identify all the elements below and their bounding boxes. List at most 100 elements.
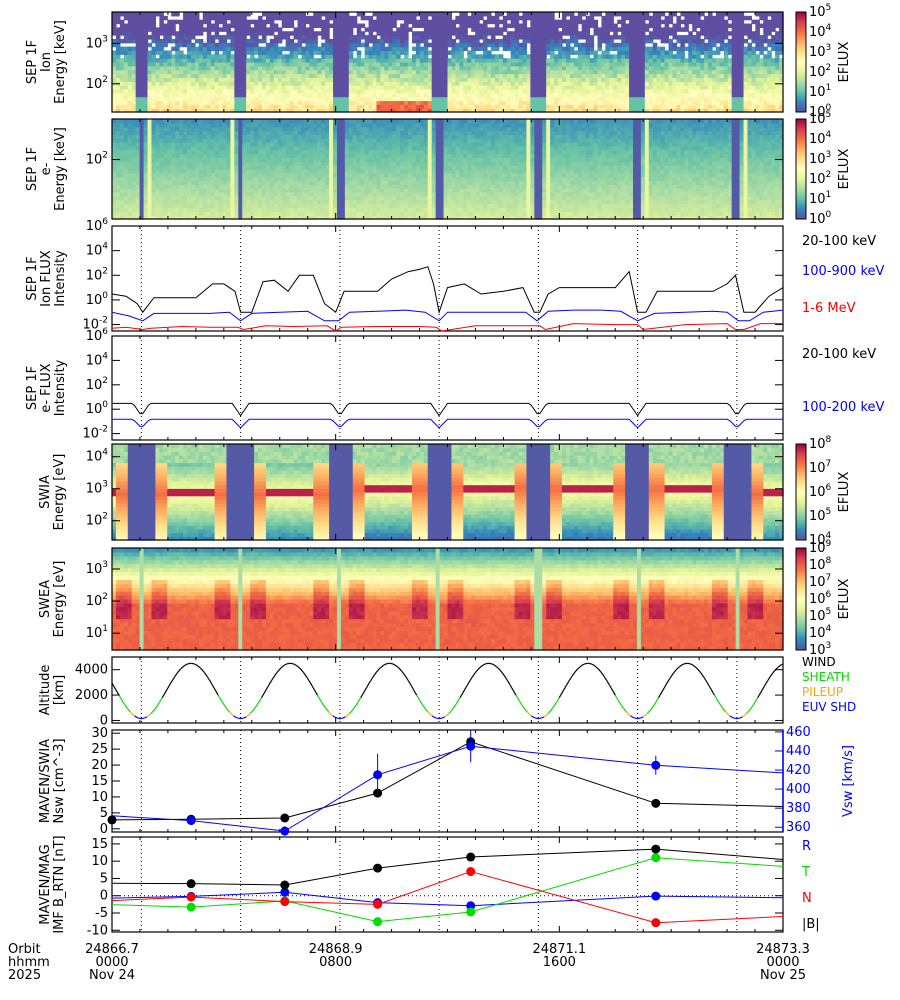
heatmap-cell — [510, 81, 516, 86]
heatmap-cell — [218, 27, 224, 32]
heatmap-cell — [190, 73, 196, 78]
heatmap-cell — [175, 85, 180, 90]
heatmap-cell — [115, 50, 121, 55]
heatmap-cell — [443, 65, 449, 71]
heatmap-cell — [486, 104, 492, 109]
heatmap-cell — [423, 96, 429, 102]
heatmap-cell — [368, 92, 374, 98]
heatmap-cell — [175, 54, 180, 59]
heatmap-cell — [147, 100, 153, 105]
heatmap-cell — [127, 211, 133, 216]
heatmap-cell — [333, 19, 338, 25]
heatmap-cell — [250, 35, 255, 40]
heatmap-cell — [186, 149, 192, 155]
heatmap-cell — [123, 38, 129, 44]
heatmap-cell — [167, 157, 172, 162]
heatmap-cell — [656, 50, 662, 55]
heatmap-cell — [601, 31, 606, 36]
heatmap-cell — [293, 81, 299, 86]
heatmap-cell — [633, 85, 638, 90]
heatmap-cell — [250, 62, 255, 67]
heatmap-cell — [143, 31, 149, 36]
heatmap-cell — [356, 38, 362, 44]
heatmap-cell — [218, 138, 224, 143]
heatmap-cell — [348, 54, 354, 59]
heatmap-cell — [404, 96, 409, 102]
heatmap-cell — [123, 54, 129, 59]
heatmap-cell — [186, 161, 192, 166]
heatmap-cell — [147, 211, 153, 216]
heatmap-cell — [569, 100, 575, 105]
heatmap-cell — [384, 81, 389, 86]
heatmap-cell — [135, 184, 141, 189]
heatmap-cell — [321, 81, 326, 86]
heatmap-cell — [329, 92, 334, 98]
heatmap-cell — [333, 35, 338, 40]
heatmap-cell — [775, 77, 780, 82]
heatmap-cell — [388, 42, 393, 48]
heatmap-cell — [179, 172, 184, 178]
heatmap-cell — [704, 92, 709, 98]
heatmap-cell — [396, 62, 401, 67]
heatmap-cell — [210, 58, 216, 63]
heatmap-cell — [348, 27, 354, 32]
heatmap-cell — [230, 88, 235, 94]
heatmap-cell — [368, 85, 374, 90]
heatmap-cell — [183, 165, 188, 170]
heatmap-cell — [577, 73, 583, 78]
heatmap-cell — [131, 54, 137, 59]
heatmap-cell — [254, 81, 259, 86]
heatmap-cell — [680, 73, 685, 78]
heatmap-cell — [285, 46, 291, 52]
heatmap-cell — [376, 100, 381, 105]
heatmap-cell — [143, 100, 149, 105]
heatmap-cell — [297, 46, 303, 52]
heatmap-cell — [230, 19, 235, 25]
heatmap-cell — [613, 100, 618, 105]
heatmap-cell — [115, 42, 121, 48]
heatmap-cell — [510, 104, 516, 109]
heatmap-cell — [112, 15, 117, 21]
heatmap-cell — [269, 85, 275, 90]
heatmap-cell — [380, 54, 385, 59]
heatmap-cell — [629, 81, 634, 86]
heatmap-cell — [700, 42, 705, 48]
heatmap-cell — [577, 81, 583, 86]
heatmap-cell — [202, 69, 208, 75]
heatmap-cell — [573, 92, 579, 98]
heatmap-cell — [175, 157, 180, 162]
heatmap-cell — [163, 119, 168, 124]
heatmap-cell — [171, 184, 176, 189]
heatmap-cell — [186, 77, 192, 82]
heatmap-cell — [411, 73, 417, 78]
heatmap-cell — [423, 31, 429, 36]
heatmap-cell — [415, 12, 421, 17]
heatmap-cell — [771, 85, 776, 90]
heatmap-cell — [609, 108, 614, 113]
heatmap-cell — [640, 42, 646, 48]
heatmap-cell — [210, 130, 216, 135]
heatmap-cell — [163, 165, 168, 170]
heatmap-cell — [167, 203, 172, 209]
heatmap-cell — [633, 104, 638, 109]
heatmap-cell — [467, 100, 472, 105]
heatmap-cell — [763, 46, 768, 52]
heatmap-cell — [305, 88, 310, 94]
heatmap-cell — [447, 85, 453, 90]
heatmap-cell — [198, 69, 204, 75]
heatmap-cell — [246, 19, 251, 25]
heatmap-cell — [522, 62, 528, 67]
heatmap-cell — [680, 35, 685, 40]
heatmap-cell — [380, 35, 385, 40]
heatmap-cell — [585, 58, 591, 63]
heatmap-cell — [175, 122, 180, 128]
heatmap-cell — [731, 46, 737, 52]
heatmap-cell — [218, 73, 224, 78]
heatmap-cell — [348, 50, 354, 55]
heatmap-cell — [415, 42, 421, 48]
heatmap-cell — [190, 149, 196, 155]
heatmap-cell — [222, 207, 228, 212]
heatmap-cell — [183, 192, 188, 197]
heatmap-cell — [625, 73, 630, 78]
heatmap-cell — [751, 88, 756, 94]
